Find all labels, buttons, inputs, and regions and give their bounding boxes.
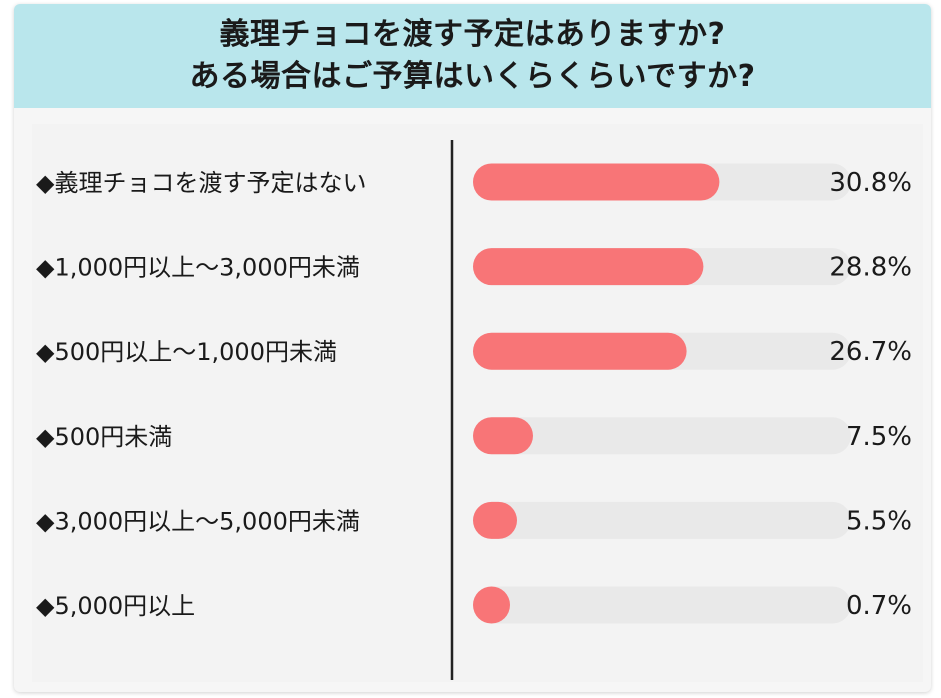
category-label: ◆1,000円以上～3,000円未満	[36, 254, 360, 282]
chart-header: 義理チョコを渡す予定はありますか? ある場合はご予算はいくらくらいですか?	[14, 4, 931, 108]
bar	[473, 332, 687, 370]
bar-track	[473, 417, 851, 455]
bar	[473, 586, 510, 624]
category-label: ◆500円未満	[36, 423, 172, 451]
category-label: ◆義理チョコを渡す予定はない	[36, 169, 366, 197]
chart-title-line-2: ある場合はご予算はいくらくらいですか?	[189, 59, 756, 94]
bar	[473, 501, 517, 539]
value-label: 7.5%	[846, 422, 912, 452]
value-label: 0.7%	[846, 591, 912, 621]
bar	[473, 163, 720, 201]
category-label: ◆5,000円以上	[36, 592, 195, 620]
value-label: 28.8%	[829, 253, 912, 283]
category-label: ◆500円以上～1,000円未満	[36, 338, 337, 366]
value-label: 5.5%	[846, 506, 912, 536]
bar	[473, 248, 704, 286]
value-label: 26.7%	[829, 337, 912, 367]
value-label: 30.8%	[829, 168, 912, 198]
bar	[473, 417, 533, 455]
chart-title-line-1: 義理チョコを渡す予定はありますか?	[219, 17, 726, 52]
bar-track	[473, 501, 851, 539]
bar-track	[473, 586, 851, 624]
category-label: ◆3,000円以上～5,000円未満	[36, 507, 360, 535]
